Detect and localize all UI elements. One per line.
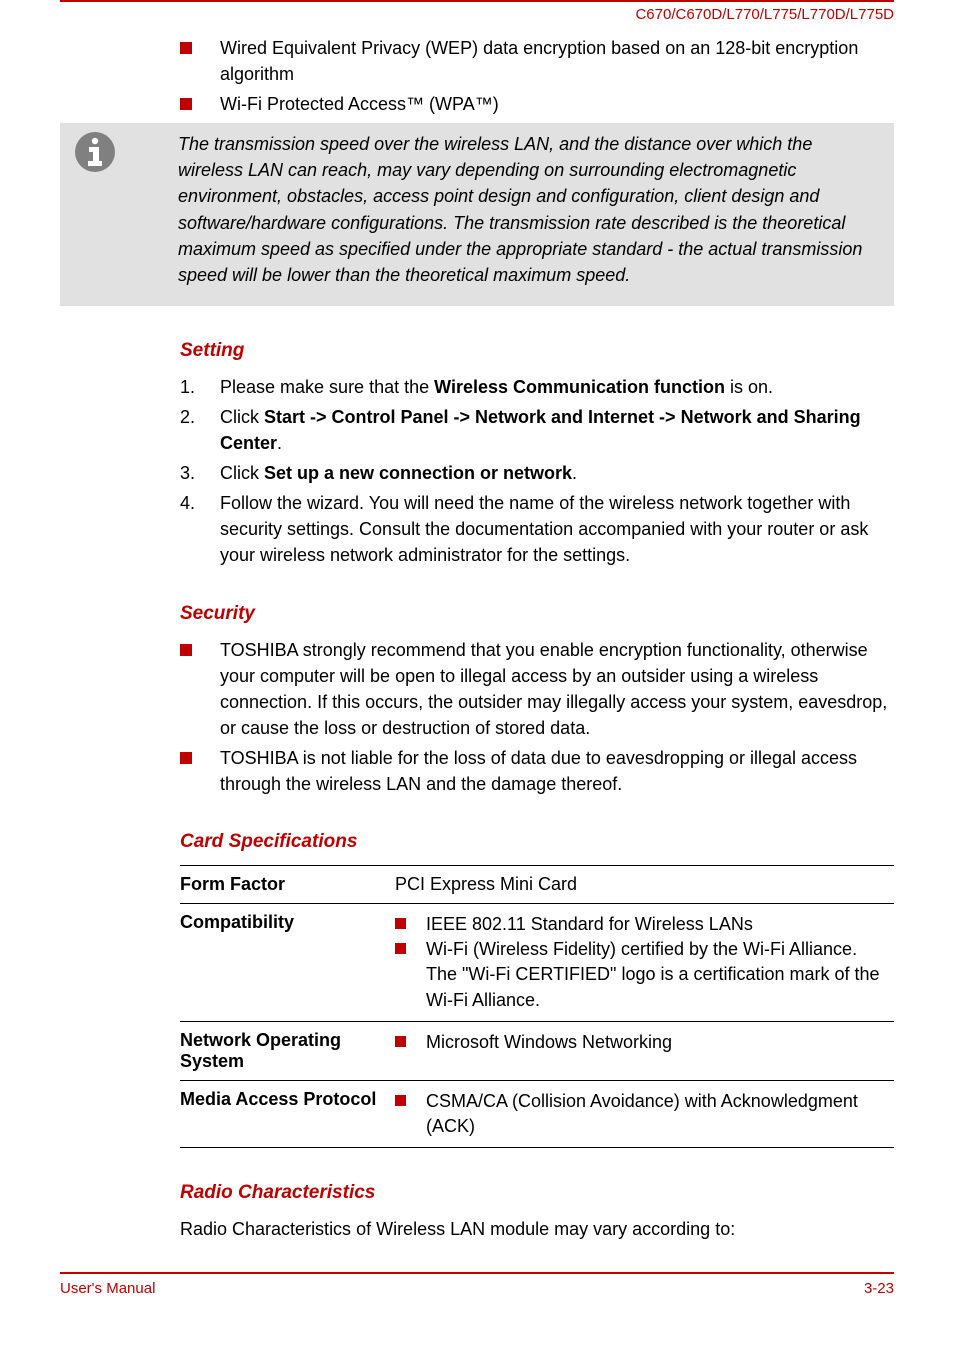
list-item: IEEE 802.11 Standard for Wireless LANs	[395, 912, 888, 937]
section-title-setting: Setting	[180, 340, 894, 362]
bullet-icon	[395, 1095, 406, 1106]
spec-table: Form Factor PCI Express Mini Card Compat…	[180, 865, 894, 1148]
list-item: 1. Please make sure that the Wireless Co…	[180, 374, 894, 400]
table-row: Network Operating System Microsoft Windo…	[180, 1021, 894, 1080]
security-list: TOSHIBA strongly recommend that you enab…	[180, 637, 894, 798]
footer-right: 3-23	[864, 1280, 894, 1297]
setting-list: 1. Please make sure that the Wireless Co…	[180, 374, 894, 569]
list-item: 4. Follow the wizard. You will need the …	[180, 490, 894, 568]
note-text: The transmission speed over the wireless…	[130, 131, 876, 288]
section-title-security: Security	[180, 603, 894, 625]
bullet-text: Wired Equivalent Privacy (WEP) data encr…	[220, 35, 894, 87]
bullet-text: Wi-Fi (Wireless Fidelity) certified by t…	[426, 937, 888, 1013]
item-body: Click Start -> Control Panel -> Network …	[220, 404, 894, 456]
table-row: Compatibility IEEE 802.11 Standard for W…	[180, 904, 894, 1022]
list-item: Wi-Fi Protected Access™ (WPA™)	[180, 91, 894, 117]
spec-label: Media Access Protocol	[180, 1080, 395, 1147]
intro-bullets: Wired Equivalent Privacy (WEP) data encr…	[180, 35, 894, 117]
spec-label: Form Factor	[180, 866, 395, 904]
list-item: Wi-Fi (Wireless Fidelity) certified by t…	[395, 937, 888, 1013]
page: C670/C670D/L770/L775/L770D/L775D Wired E…	[0, 0, 954, 1317]
section-title-cardspec: Card Specifications	[180, 831, 894, 853]
list-item: 3. Click Set up a new connection or netw…	[180, 460, 894, 486]
bullet-text: Microsoft Windows Networking	[426, 1030, 672, 1055]
bullet-text: Wi-Fi Protected Access™ (WPA™)	[220, 91, 499, 117]
top-rule	[60, 0, 894, 2]
spec-value: PCI Express Mini Card	[395, 866, 894, 904]
spec-label: Network Operating System	[180, 1021, 395, 1080]
spec-value: CSMA/CA (Collision Avoidance) with Ackno…	[395, 1080, 894, 1147]
bullet-text: CSMA/CA (Collision Avoidance) with Ackno…	[426, 1089, 888, 1139]
bullet-text: TOSHIBA strongly recommend that you enab…	[220, 637, 894, 741]
bullet-icon	[180, 752, 192, 764]
list-item: Wired Equivalent Privacy (WEP) data encr…	[180, 35, 894, 87]
bullet-icon	[180, 98, 192, 110]
bullet-text: TOSHIBA is not liable for the loss of da…	[220, 745, 894, 797]
item-body: Click Set up a new connection or network…	[220, 460, 894, 486]
spec-label: Compatibility	[180, 904, 395, 1022]
section-title-radio: Radio Characteristics	[180, 1182, 894, 1204]
list-item: 2. Click Start -> Control Panel -> Netwo…	[180, 404, 894, 456]
note-box: The transmission speed over the wireless…	[60, 123, 894, 306]
table-row: Media Access Protocol CSMA/CA (Collision…	[180, 1080, 894, 1147]
spec-value: IEEE 802.11 Standard for Wireless LANs W…	[395, 904, 894, 1022]
content: Wired Equivalent Privacy (WEP) data encr…	[60, 35, 894, 1242]
item-body: Follow the wizard. You will need the nam…	[220, 490, 894, 568]
bullet-icon	[395, 1036, 406, 1047]
list-item: TOSHIBA is not liable for the loss of da…	[180, 745, 894, 797]
bullet-icon	[180, 42, 192, 54]
list-item: CSMA/CA (Collision Avoidance) with Ackno…	[395, 1089, 888, 1139]
radio-text: Radio Characteristics of Wireless LAN mo…	[180, 1216, 894, 1242]
spec-value: Microsoft Windows Networking	[395, 1021, 894, 1080]
list-item: Microsoft Windows Networking	[395, 1030, 888, 1055]
item-number: 2.	[180, 404, 220, 456]
item-number: 4.	[180, 490, 220, 568]
table-row: Form Factor PCI Express Mini Card	[180, 866, 894, 904]
bullet-icon	[180, 644, 192, 656]
item-number: 3.	[180, 460, 220, 486]
item-number: 1.	[180, 374, 220, 400]
header-model: C670/C670D/L770/L775/L770D/L775D	[60, 6, 894, 35]
bullet-text: IEEE 802.11 Standard for Wireless LANs	[426, 912, 753, 937]
footer-left: User's Manual	[60, 1280, 155, 1297]
list-item: TOSHIBA strongly recommend that you enab…	[180, 637, 894, 741]
footer: User's Manual 3-23	[60, 1272, 894, 1317]
item-body: Please make sure that the Wireless Commu…	[220, 374, 894, 400]
bullet-icon	[395, 943, 406, 954]
bullet-icon	[395, 918, 406, 929]
info-icon	[70, 131, 130, 288]
